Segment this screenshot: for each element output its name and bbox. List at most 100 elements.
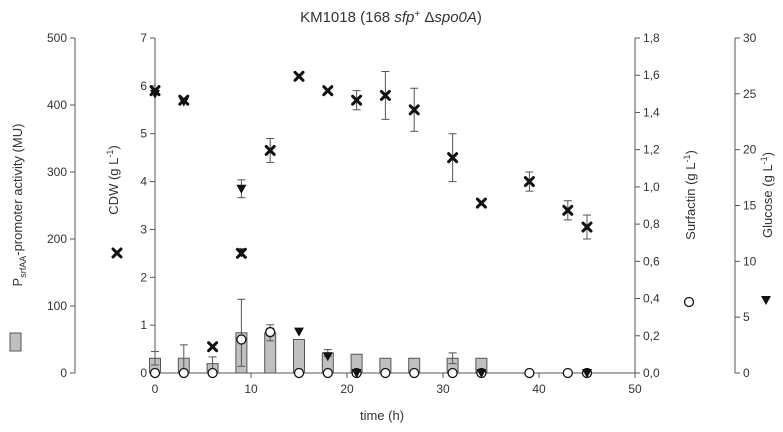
- glucose-point: [236, 184, 247, 194]
- surfactin-tick-label: 0,2: [643, 329, 660, 343]
- cdw-point: [264, 144, 276, 156]
- cdw-point: [447, 152, 459, 164]
- surfactin-tick-label: 1,6: [643, 68, 660, 82]
- legend-bar-swatch: [9, 332, 22, 352]
- surfactin-point: [562, 367, 573, 379]
- promoter-tick-label: 500: [47, 31, 67, 45]
- cdw-point: [475, 197, 487, 209]
- surfactin-axis: 0,0 0,2 0,4 0,6 0,8 1,0 1,2 1,4 1,6 1,8: [635, 31, 660, 380]
- cdw-point-stroke: [207, 341, 219, 353]
- surfactin-point: [322, 367, 333, 379]
- cdw-point: [207, 341, 219, 353]
- promoter-tick-label: 0: [60, 366, 67, 380]
- chart-title-text: KM1018 (168 sfp+ Δspo0A): [300, 9, 482, 26]
- glucose-point: [150, 89, 160, 99]
- legend-surfactin-marker: [683, 296, 695, 308]
- cdw-point: [379, 89, 391, 101]
- cdw-axis-label: CDW (g L-1): [105, 145, 121, 214]
- time-axis: 0 10 20 30 40 50: [152, 373, 642, 396]
- surfactin-point: [207, 367, 218, 379]
- cdw-point: [293, 70, 305, 82]
- surfactin-tick-label: 1,2: [643, 143, 660, 157]
- surfactin-point: [265, 326, 276, 338]
- cdw-point: [322, 85, 334, 97]
- glucose-point: [178, 97, 189, 107]
- glucose-point: [476, 369, 487, 378]
- cdw-point-stroke: [447, 152, 459, 164]
- glucose-tick-label: 25: [743, 87, 757, 101]
- surfactin-point: [178, 367, 189, 379]
- glucose-tick-label: 0: [743, 366, 750, 380]
- promoter-tick-label: 400: [47, 98, 67, 112]
- cdw-point-stroke: [475, 197, 487, 209]
- cdw-tick-label: 4: [140, 175, 147, 189]
- cdw-tick-label: 0: [140, 366, 147, 380]
- surfactin-point: [380, 367, 391, 379]
- cdw-axis: 0 1 2 3 4 5 6 7: [140, 31, 155, 380]
- x-tick-label: 30: [436, 382, 450, 396]
- surfactin-tick-label: 1,4: [643, 105, 660, 119]
- cdw-point: [581, 221, 593, 233]
- promoter-tick-label: 100: [47, 299, 67, 313]
- chart-title: KM1018 (168 sfp+ Δspo0A): [300, 9, 482, 26]
- cdw-tick-label: 6: [140, 79, 147, 93]
- cdw-tick-label: 3: [140, 222, 147, 236]
- cdw-point: [562, 204, 574, 216]
- cdw-point-stroke: [523, 176, 535, 188]
- cdw-point-stroke: [408, 104, 420, 116]
- surfactin-point: [447, 367, 458, 379]
- glucose-tick-label: 15: [743, 199, 757, 213]
- surfactin-point: [409, 367, 420, 379]
- cdw-point-stroke: [379, 89, 391, 101]
- surfactin-tick-label: 0,6: [643, 254, 660, 268]
- cdw-point-stroke: [293, 70, 305, 82]
- glucose-point: [582, 369, 592, 378]
- x-tick-label: 40: [532, 382, 546, 396]
- x-tick-label: 10: [244, 382, 258, 396]
- cdw-point: [523, 176, 535, 188]
- x-tick-label: 50: [628, 382, 642, 396]
- surfactin-tick-label: 0,8: [643, 217, 660, 231]
- glucose-tick-label: 10: [743, 254, 757, 268]
- promoter-activity-bars: [149, 298, 488, 374]
- x-axis-label: time (h): [360, 408, 404, 423]
- surfactin-point: [293, 367, 305, 379]
- legend-cdw-marker: [111, 247, 123, 259]
- surfactin-tick-label: 1,8: [643, 31, 660, 45]
- glucose-point: [351, 369, 362, 378]
- x-tick-label: 0: [152, 382, 159, 396]
- cdw-point: [408, 104, 420, 116]
- glucose-point: [294, 327, 304, 337]
- surfactin-tick-label: 1,0: [643, 180, 660, 194]
- cdw-tick-label: 5: [140, 127, 147, 141]
- promoter-activity-axis: 0 100 200 300 400 500: [47, 31, 76, 380]
- surfactin-tick-label: 0,4: [643, 292, 660, 306]
- promoter-axis-label: PsrfAA-promoter activity (MU): [10, 124, 28, 287]
- cdw-point-stroke: [581, 221, 593, 233]
- glucose-tick-label: 5: [743, 310, 750, 324]
- cdw-point-stroke: [264, 144, 276, 156]
- cdw-point-stroke: [351, 94, 363, 106]
- cdw-point: [351, 94, 363, 106]
- surfactin-point: [236, 334, 247, 345]
- glucose-axis-label: Glucose (g L-1): [759, 152, 775, 238]
- cdw-tick-label: 2: [140, 270, 147, 284]
- surfactin-point: [524, 367, 535, 379]
- surfactin-point: [149, 367, 161, 379]
- cdw-point-stroke: [562, 204, 574, 216]
- promoter-tick-label: 200: [47, 232, 67, 246]
- glucose-axis: 0 5 10 15 20 25 30: [734, 31, 757, 380]
- cdw-point-stroke: [322, 85, 334, 97]
- surfactin-tick-label: 0,0: [643, 366, 660, 380]
- glucose-tick-label: 20: [743, 143, 757, 157]
- promoter-tick-label: 300: [47, 165, 67, 179]
- glucose-point: [236, 248, 247, 258]
- x-tick-label: 20: [340, 382, 354, 396]
- data-markers: [149, 70, 593, 379]
- cdw-tick-label: 1: [140, 318, 147, 332]
- cdw-tick-label: 7: [140, 31, 147, 45]
- legend-glucose-marker: [761, 296, 771, 305]
- surfactin-axis-label: Surfactin (g L-1): [682, 150, 698, 240]
- glucose-point: [322, 352, 333, 362]
